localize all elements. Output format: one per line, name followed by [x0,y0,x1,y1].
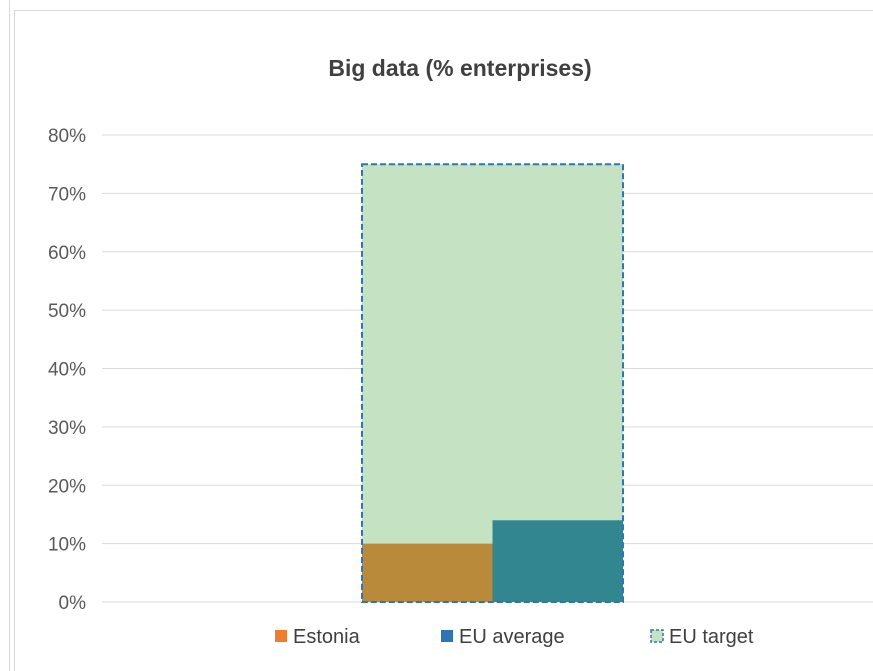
y-tick-label: 60% [48,243,86,264]
y-tick-label: 0% [59,593,87,614]
legend-swatch-eu-target [650,629,664,643]
bar-eu-target-outline [361,163,624,603]
bar-estonia [362,543,493,602]
legend-swatch-estonia [275,630,287,642]
bar-eu-average [492,520,623,602]
y-tick-label: 40% [48,360,86,381]
legend: Estonia EU average EU target [275,626,754,648]
legend-label: EU target [669,626,754,648]
y-axis-ticks: 0% 10% 20% 30% 40% 50% 60% 70% 80% [48,126,86,614]
y-tick-label: 80% [48,126,86,147]
y-tick-label: 20% [48,476,86,497]
y-tick-label: 10% [48,535,86,556]
legend-label: EU average [459,626,565,648]
bars [361,163,624,603]
y-tick-label: 50% [48,301,86,322]
chart-title: Big data (% enterprises) [328,55,591,81]
chart-area [14,10,873,671]
left-frame [0,0,10,671]
legend-label: Estonia [293,626,361,648]
y-tick-label: 70% [48,184,86,205]
legend-swatch-eu-average [441,630,453,642]
y-tick-label: 30% [48,418,86,439]
